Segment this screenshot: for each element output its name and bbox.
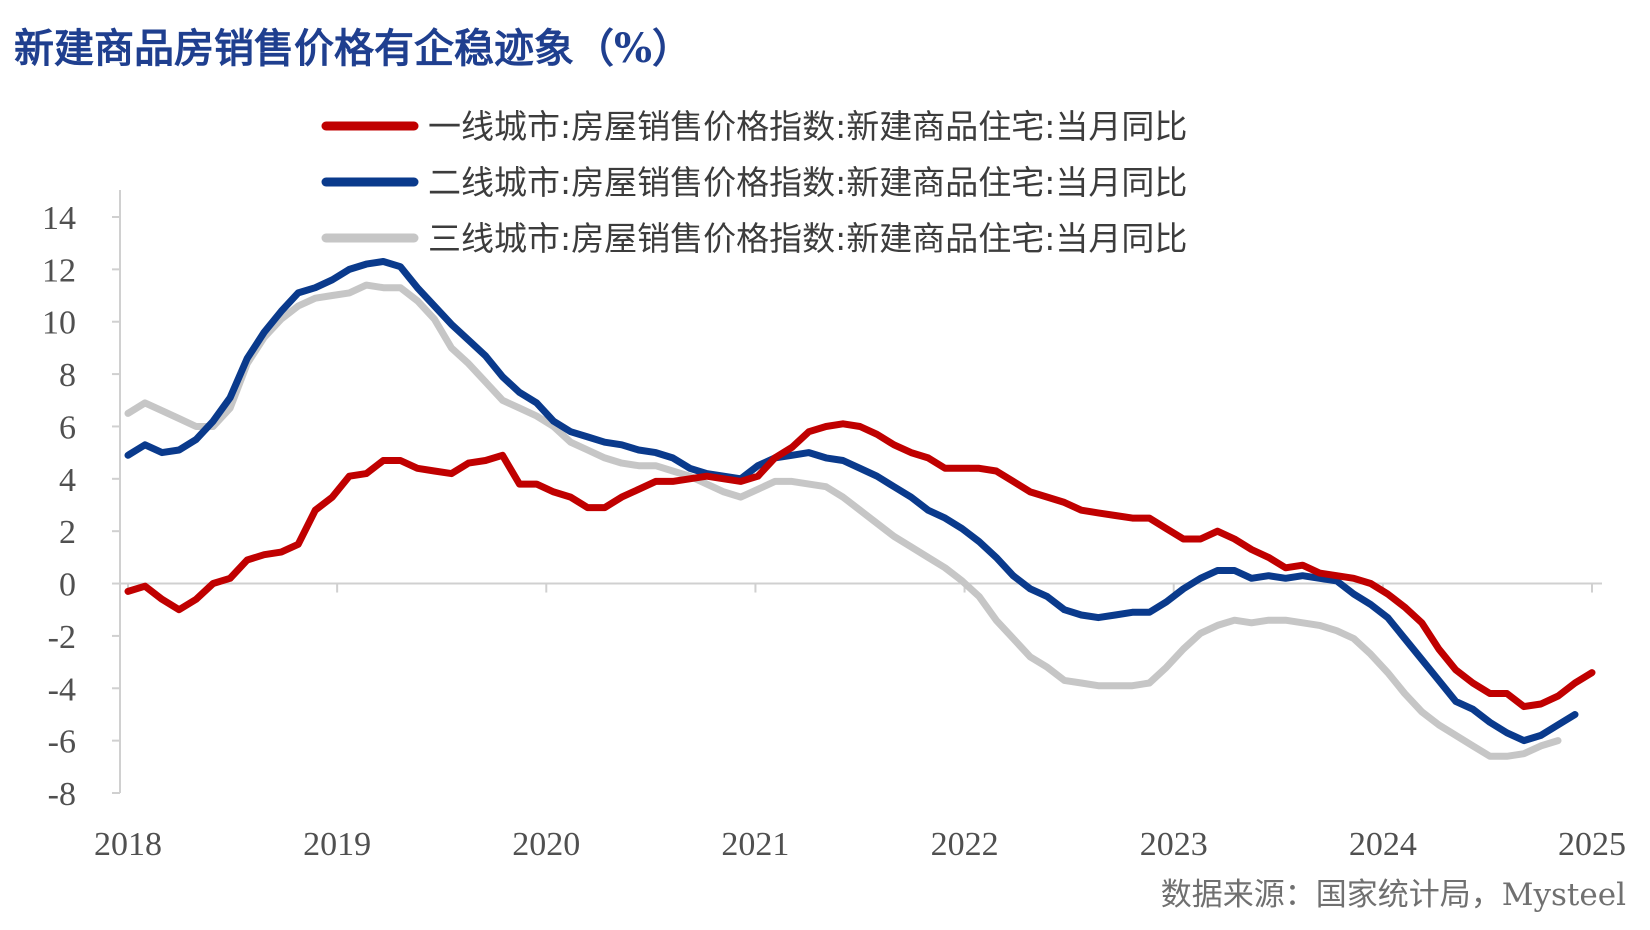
x-tick-label: 2019 bbox=[303, 826, 371, 863]
x-tick-label: 2022 bbox=[931, 826, 999, 863]
x-tick-label: 2024 bbox=[1349, 826, 1417, 863]
y-tick-label: -6 bbox=[48, 724, 76, 761]
y-tick-label: 8 bbox=[59, 357, 76, 394]
y-tick-label: 12 bbox=[42, 252, 76, 289]
y-tick-label: -2 bbox=[48, 619, 76, 656]
y-tick-label: 10 bbox=[42, 305, 76, 342]
legend: 一线城市:房屋销售价格指数:新建商品住宅:当月同比二线城市:房屋销售价格指数:新… bbox=[321, 107, 1187, 258]
series-lines bbox=[124, 258, 1596, 760]
x-tick-label: 2025 bbox=[1558, 826, 1626, 863]
x-tick-label: 2021 bbox=[721, 826, 789, 863]
x-tick-label: 2020 bbox=[512, 826, 580, 863]
y-tick-label: 4 bbox=[59, 462, 76, 499]
y-tick-label: -8 bbox=[48, 776, 76, 813]
y-tick-label: 14 bbox=[42, 200, 76, 237]
y-tick-label: 2 bbox=[59, 514, 76, 551]
legend-label-1: 一线城市:房屋销售价格指数:新建商品住宅:当月同比 bbox=[428, 107, 1187, 146]
legend-label-2: 二线城市:房屋销售价格指数:新建商品住宅:当月同比 bbox=[428, 163, 1187, 202]
axes bbox=[119, 190, 1602, 793]
y-tick-label: 6 bbox=[59, 409, 76, 446]
legend-label-3: 三线城市:房屋销售价格指数:新建商品住宅:当月同比 bbox=[428, 219, 1187, 258]
y-tick-label: -4 bbox=[48, 671, 76, 708]
series-line-2 bbox=[124, 258, 1579, 745]
series-line-1 bbox=[124, 420, 1596, 711]
y-tick-label: 0 bbox=[59, 567, 76, 604]
x-tick-label: 2023 bbox=[1140, 826, 1208, 863]
source-note: 数据来源：国家统计局，Mysteel bbox=[1161, 877, 1626, 913]
series-line-3 bbox=[124, 281, 1562, 760]
y-axis-ticks: 14 12 10 8 6 4 2 0 -2 -4 -6 -8 bbox=[42, 200, 120, 813]
x-tick-label: 2018 bbox=[94, 826, 162, 863]
x-axis-ticks: 2018 2019 2020 2021 2022 2023 2024 2025 bbox=[94, 583, 1626, 863]
chart-title: 新建商品房销售价格有企稳迹象（%） bbox=[14, 25, 692, 72]
